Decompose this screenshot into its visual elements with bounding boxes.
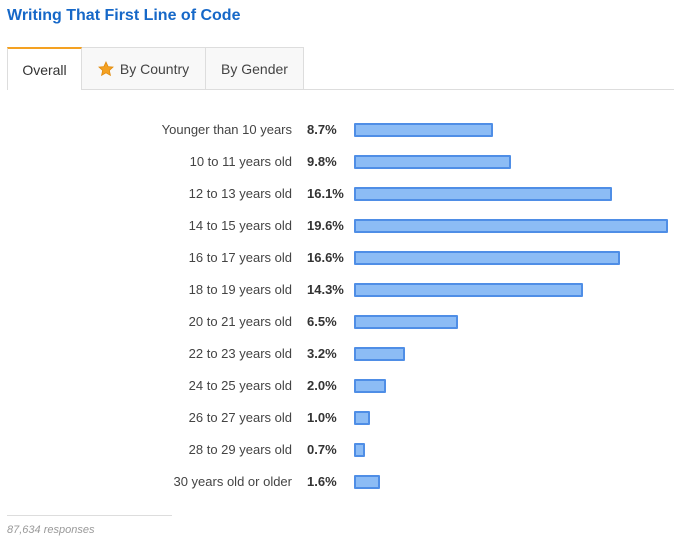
category-label: 28 to 29 years old [188, 442, 292, 457]
value-label: 16.6% [307, 250, 344, 265]
bar [354, 283, 583, 297]
footer-divider [7, 515, 172, 516]
star-icon [97, 60, 114, 77]
category-label: 10 to 11 years old [189, 154, 292, 169]
value-label: 14.3% [307, 282, 344, 297]
category-label: Younger than 10 years [161, 122, 292, 137]
category-label: 20 to 21 years old [188, 314, 292, 329]
category-label: 14 to 15 years old [188, 218, 292, 233]
response-count: 87,634 responses [7, 524, 95, 536]
bar [354, 219, 668, 233]
value-label: 1.6% [307, 474, 337, 489]
chart-row: 14 to 15 years old 19.6% [0, 210, 682, 242]
category-label: 24 to 25 years old [188, 378, 292, 393]
value-label: 3.2% [307, 346, 337, 361]
bar [354, 155, 511, 169]
category-label: 26 to 27 years old [188, 410, 292, 425]
bar [354, 187, 612, 201]
value-label: 19.6% [307, 218, 344, 233]
chart-row: 20 to 21 years old 6.5% [0, 306, 682, 338]
bar [354, 251, 620, 265]
tab-by-country[interactable]: By Country [82, 47, 206, 89]
bar [354, 379, 386, 393]
category-label: 22 to 23 years old [188, 346, 292, 361]
chart-row: 22 to 23 years old 3.2% [0, 338, 682, 370]
chart-row: 24 to 25 years old 2.0% [0, 370, 682, 402]
bar [354, 443, 365, 457]
value-label: 8.7% [307, 122, 337, 137]
chart-row: 18 to 19 years old 14.3% [0, 274, 682, 306]
tab-overall[interactable]: Overall [7, 47, 82, 90]
bar [354, 475, 380, 489]
category-label: 30 years old or older [173, 474, 292, 489]
value-label: 2.0% [307, 378, 337, 393]
bar [354, 411, 370, 425]
chart-row: 28 to 29 years old 0.7% [0, 434, 682, 466]
tab-bar: Overall By Country By Gender [7, 47, 674, 90]
bar [354, 347, 405, 361]
chart-title: Writing That First Line of Code [7, 7, 241, 24]
chart-row: Younger than 10 years 8.7% [0, 114, 682, 146]
chart-row: 10 to 11 years old 9.8% [0, 146, 682, 178]
category-label: 16 to 17 years old [188, 250, 292, 265]
tab-overall-label: Overall [22, 61, 67, 78]
tab-by-country-label: By Country [119, 60, 190, 77]
chart-row: 16 to 17 years old 16.6% [0, 242, 682, 274]
value-label: 0.7% [307, 442, 337, 457]
chart-row: 12 to 13 years old 16.1% [0, 178, 682, 210]
value-label: 6.5% [307, 314, 337, 329]
chart-row: 30 years old or older 1.6% [0, 466, 682, 498]
bar [354, 123, 493, 137]
value-label: 16.1% [307, 186, 344, 201]
value-label: 1.0% [307, 410, 337, 425]
tab-by-gender[interactable]: By Gender [206, 47, 304, 89]
category-label: 18 to 19 years old [188, 282, 292, 297]
bar [354, 315, 458, 329]
chart-row: 26 to 27 years old 1.0% [0, 402, 682, 434]
value-label: 9.8% [307, 154, 337, 169]
category-label: 12 to 13 years old [188, 186, 292, 201]
tab-by-gender-label: By Gender [221, 60, 288, 77]
